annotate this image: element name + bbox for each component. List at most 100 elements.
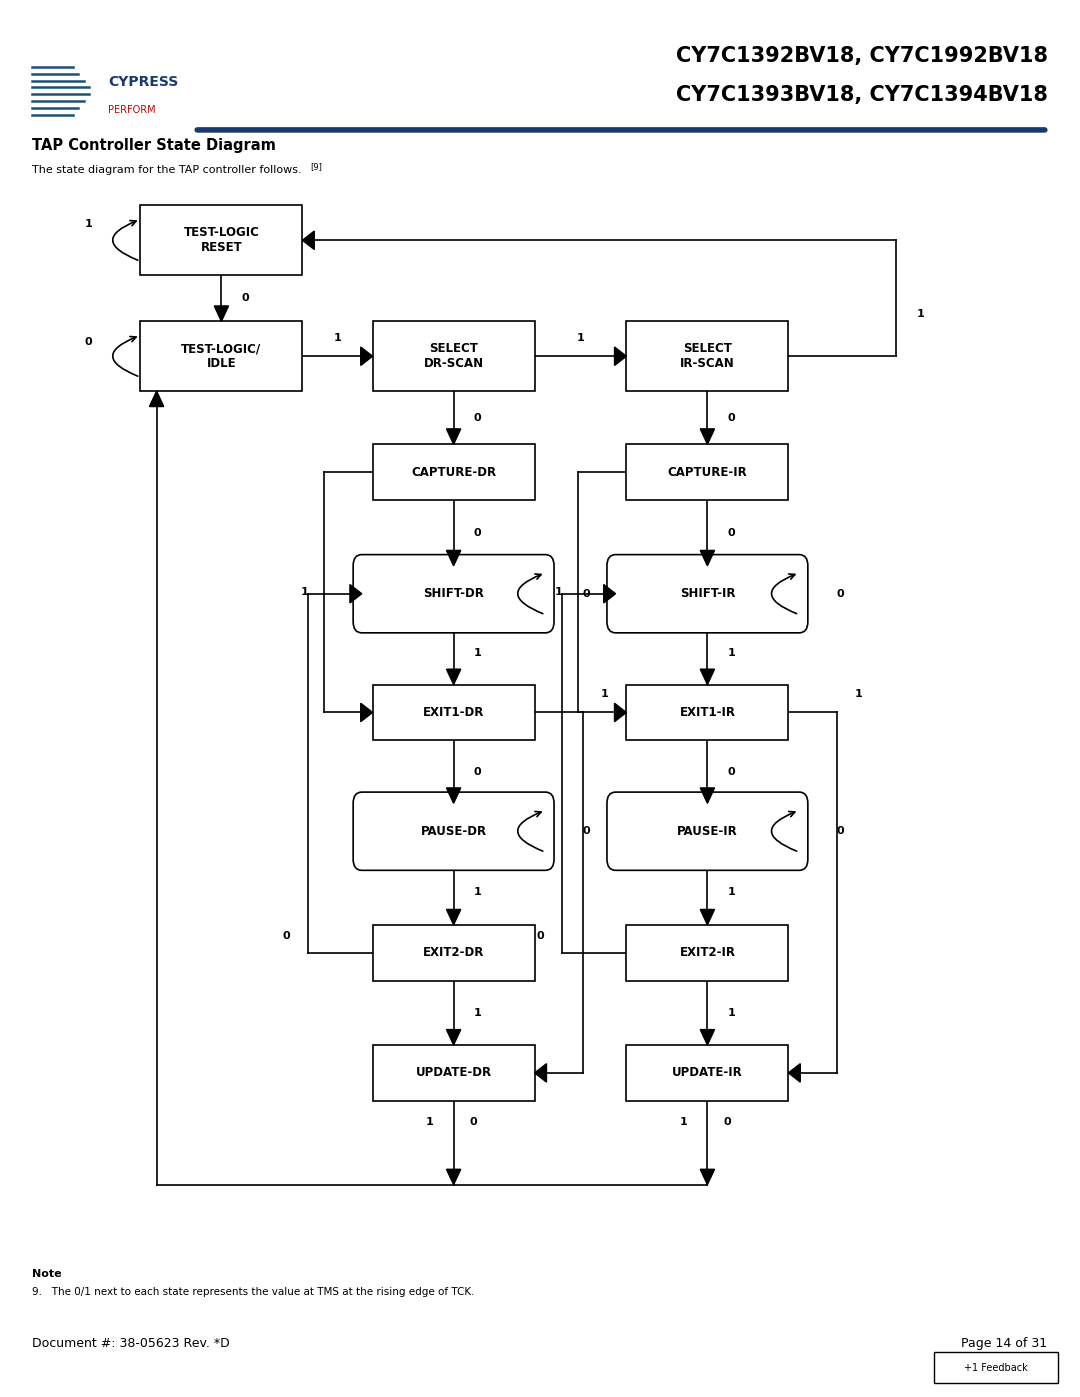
FancyBboxPatch shape <box>607 555 808 633</box>
Text: 1: 1 <box>916 309 924 320</box>
Text: Document #: 38-05623 Rev. *D: Document #: 38-05623 Rev. *D <box>32 1337 230 1351</box>
FancyBboxPatch shape <box>626 321 788 391</box>
Polygon shape <box>446 1030 461 1045</box>
Text: SELECT
IR-SCAN: SELECT IR-SCAN <box>680 342 734 370</box>
Text: 1: 1 <box>426 1116 434 1127</box>
Text: TEST-LOGIC/
IDLE: TEST-LOGIC/ IDLE <box>181 342 261 370</box>
Text: TAP Controller State Diagram: TAP Controller State Diagram <box>32 138 276 152</box>
Text: 1: 1 <box>300 587 309 598</box>
Text: 1: 1 <box>600 689 609 700</box>
Text: 0: 0 <box>473 412 482 423</box>
Text: EXIT1-IR: EXIT1-IR <box>679 705 735 719</box>
Polygon shape <box>361 703 373 722</box>
Polygon shape <box>700 1030 715 1045</box>
Text: SHIFT-DR: SHIFT-DR <box>423 587 484 601</box>
Text: PAUSE-IR: PAUSE-IR <box>677 824 738 838</box>
Text: 1: 1 <box>727 648 735 658</box>
Text: 0: 0 <box>727 412 735 423</box>
Text: 0: 0 <box>727 767 735 777</box>
Text: Note: Note <box>32 1268 62 1280</box>
Polygon shape <box>446 909 461 925</box>
Text: 1: 1 <box>473 1007 482 1018</box>
Text: 1: 1 <box>334 332 341 344</box>
FancyBboxPatch shape <box>626 925 788 981</box>
Text: UPDATE-DR: UPDATE-DR <box>416 1066 491 1080</box>
Polygon shape <box>350 584 362 604</box>
Polygon shape <box>446 788 461 803</box>
Text: TEST-LOGIC
RESET: TEST-LOGIC RESET <box>184 226 259 254</box>
Text: 1: 1 <box>727 1007 735 1018</box>
Text: SELECT
DR-SCAN: SELECT DR-SCAN <box>423 342 484 370</box>
Text: 0: 0 <box>473 767 482 777</box>
FancyBboxPatch shape <box>626 444 788 500</box>
FancyBboxPatch shape <box>373 321 535 391</box>
Polygon shape <box>535 1063 546 1083</box>
Text: +1 Feedback: +1 Feedback <box>963 1362 1028 1373</box>
Polygon shape <box>446 550 461 566</box>
Text: EXIT1-DR: EXIT1-DR <box>423 705 484 719</box>
FancyBboxPatch shape <box>373 685 535 740</box>
FancyBboxPatch shape <box>934 1352 1058 1383</box>
Polygon shape <box>214 306 229 321</box>
Text: 1: 1 <box>577 332 584 344</box>
Text: 1: 1 <box>84 218 93 229</box>
FancyBboxPatch shape <box>626 1045 788 1101</box>
Polygon shape <box>700 550 715 566</box>
Text: EXIT2-DR: EXIT2-DR <box>423 946 484 960</box>
FancyBboxPatch shape <box>626 685 788 740</box>
Polygon shape <box>700 429 715 444</box>
Text: 0: 0 <box>536 930 544 942</box>
Text: The state diagram for the TAP controller follows.: The state diagram for the TAP controller… <box>32 165 306 176</box>
Text: [9]: [9] <box>310 162 322 170</box>
Polygon shape <box>700 669 715 685</box>
FancyBboxPatch shape <box>353 792 554 870</box>
Polygon shape <box>302 231 314 250</box>
Text: 0: 0 <box>473 528 482 538</box>
Text: 0: 0 <box>582 588 591 599</box>
Text: 9.   The 0/1 next to each state represents the value at TMS at the rising edge o: 9. The 0/1 next to each state represents… <box>32 1287 475 1298</box>
Text: CYPRESS: CYPRESS <box>108 75 178 89</box>
FancyBboxPatch shape <box>140 321 302 391</box>
Text: 0: 0 <box>582 826 591 837</box>
Polygon shape <box>788 1063 800 1083</box>
Text: Page 14 of 31: Page 14 of 31 <box>961 1337 1048 1351</box>
Text: 1: 1 <box>554 587 563 598</box>
Text: 0: 0 <box>241 293 249 303</box>
Text: EXIT2-IR: EXIT2-IR <box>679 946 735 960</box>
Text: 1: 1 <box>473 648 482 658</box>
Text: 0: 0 <box>727 528 735 538</box>
Polygon shape <box>700 788 715 803</box>
Text: UPDATE-IR: UPDATE-IR <box>672 1066 743 1080</box>
FancyBboxPatch shape <box>373 444 535 500</box>
Polygon shape <box>446 669 461 685</box>
FancyBboxPatch shape <box>607 792 808 870</box>
FancyBboxPatch shape <box>373 1045 535 1101</box>
Polygon shape <box>615 703 626 722</box>
Text: 0: 0 <box>836 826 845 837</box>
Text: CAPTURE-IR: CAPTURE-IR <box>667 465 747 479</box>
Text: 0: 0 <box>469 1116 477 1127</box>
Text: CY7C1393BV18, CY7C1394BV18: CY7C1393BV18, CY7C1394BV18 <box>676 85 1048 105</box>
Text: CY7C1392BV18, CY7C1992BV18: CY7C1392BV18, CY7C1992BV18 <box>676 46 1048 66</box>
Text: 1: 1 <box>727 887 735 897</box>
Text: 0: 0 <box>84 337 93 348</box>
Text: 0: 0 <box>282 930 291 942</box>
Text: SHIFT-IR: SHIFT-IR <box>679 587 735 601</box>
Text: 0: 0 <box>836 588 845 599</box>
Polygon shape <box>446 429 461 444</box>
Polygon shape <box>615 346 626 366</box>
Text: 1: 1 <box>854 689 863 700</box>
Text: PAUSE-DR: PAUSE-DR <box>420 824 487 838</box>
Polygon shape <box>700 909 715 925</box>
Polygon shape <box>700 1169 715 1185</box>
Polygon shape <box>604 584 616 604</box>
Text: 1: 1 <box>679 1116 688 1127</box>
FancyBboxPatch shape <box>140 205 302 275</box>
Text: PERFORM: PERFORM <box>108 105 156 116</box>
Polygon shape <box>446 1169 461 1185</box>
Text: 1: 1 <box>473 887 482 897</box>
Polygon shape <box>149 391 164 407</box>
Text: 0: 0 <box>723 1116 731 1127</box>
FancyBboxPatch shape <box>353 555 554 633</box>
Polygon shape <box>361 346 373 366</box>
